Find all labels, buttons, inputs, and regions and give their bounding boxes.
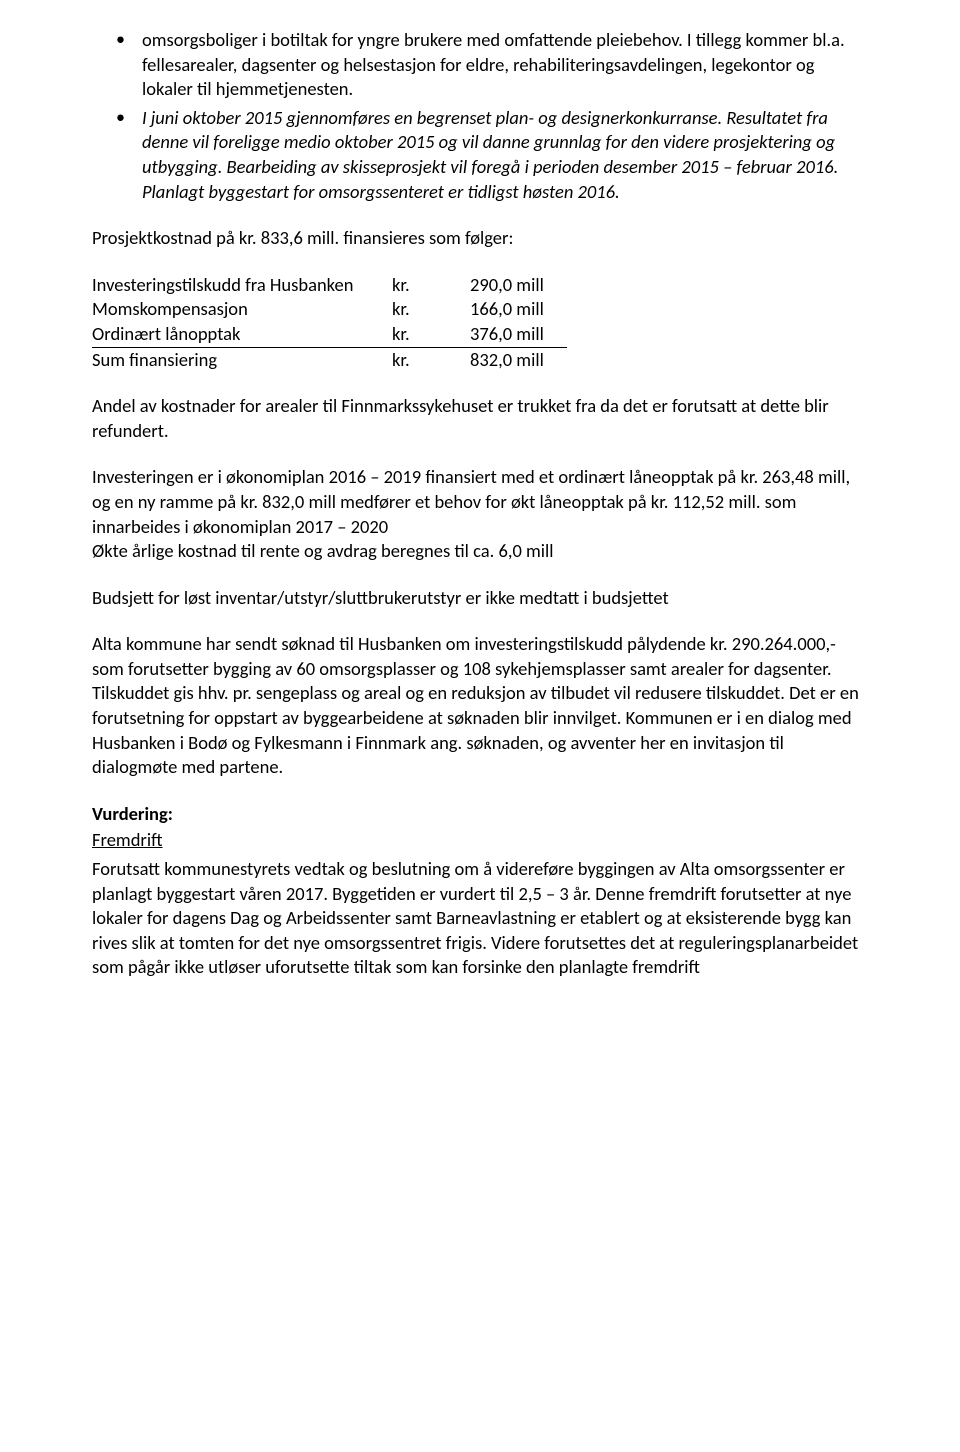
- heading-vurdering: Vurdering:: [92, 802, 868, 827]
- financing-currency: kr.: [392, 348, 470, 373]
- financing-label: Investeringstilskudd fra Husbanken: [92, 273, 392, 298]
- paragraph-andel: Andel av kostnader for arealer til Finnm…: [92, 394, 868, 443]
- financing-row: Momskompensasjon kr. 166,0 mill: [92, 297, 868, 322]
- financing-value: 832,0 mill: [470, 348, 544, 373]
- heading-fremdrift: Fremdrift: [92, 828, 868, 853]
- paragraph-budsjett: Budsjett for løst inventar/utstyr/sluttb…: [92, 586, 868, 611]
- financing-currency: kr.: [392, 273, 470, 298]
- heading-fremdrift-text: Fremdrift: [92, 828, 163, 851]
- financing-currency: kr.: [392, 322, 470, 348]
- paragraph-fremdrift: Forutsatt kommunestyrets vedtak og beslu…: [92, 857, 868, 980]
- financing-value: 290,0 mill: [470, 273, 544, 298]
- document-page: omsorgsboliger i botiltak for yngre bruk…: [0, 0, 960, 1020]
- financing-label: Sum finansiering: [92, 348, 392, 373]
- bullet-list: omsorgsboliger i botiltak for yngre bruk…: [92, 28, 868, 204]
- bullet-item-1: omsorgsboliger i botiltak for yngre bruk…: [142, 28, 868, 102]
- bullet-item-2: I juni oktober 2015 gjennomføres en begr…: [142, 106, 868, 204]
- financing-label: Momskompensasjon: [92, 297, 392, 322]
- financing-value: 376,0 mill: [470, 322, 544, 348]
- financing-currency: kr.: [392, 297, 470, 322]
- bullet-2-text: I juni oktober 2015 gjennomføres en begr…: [142, 106, 838, 203]
- financing-table: Investeringstilskudd fra Husbanken kr. 2…: [92, 273, 868, 372]
- financing-row: Investeringstilskudd fra Husbanken kr. 2…: [92, 273, 868, 298]
- financing-row-sum: Sum finansiering kr. 832,0 mill: [92, 348, 868, 373]
- paragraph-prosjektkostnad: Prosjektkostnad på kr. 833,6 mill. finan…: [92, 226, 868, 251]
- paragraph-okte: Økte årlige kostnad til rente og avdrag …: [92, 539, 868, 564]
- bullet-1-text: omsorgsboliger i botiltak for yngre bruk…: [142, 28, 845, 100]
- paragraph-alta: Alta kommune har sendt søknad til Husban…: [92, 632, 868, 780]
- financing-label: Ordinært lånopptak: [92, 322, 392, 348]
- financing-value: 166,0 mill: [470, 297, 544, 322]
- paragraph-investeringen: Investeringen er i økonomiplan 2016 – 20…: [92, 465, 868, 539]
- financing-row-underline: Ordinært lånopptak kr. 376,0 mill: [92, 322, 868, 348]
